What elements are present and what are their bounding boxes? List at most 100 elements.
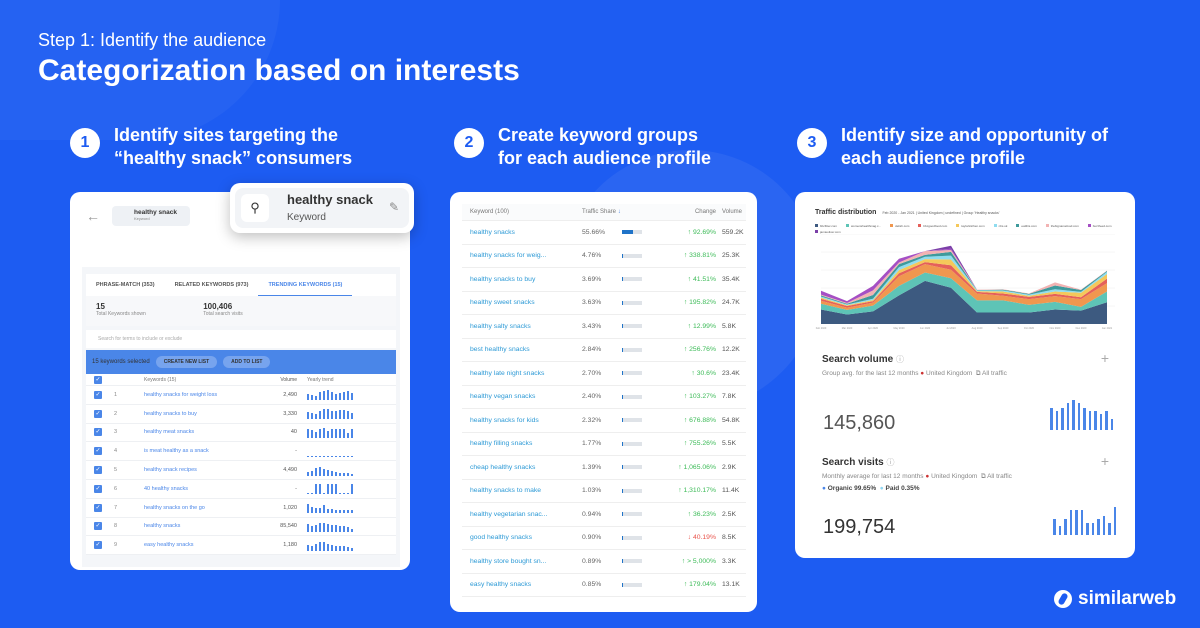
- search-visits-title: Search visits ⓘ: [822, 457, 895, 468]
- keyword-link[interactable]: good healthy snacks: [470, 534, 532, 542]
- channel-split: ● Organic 99.65% ● Paid 0.35%: [822, 485, 1112, 492]
- row-checkbox[interactable]: ✓: [94, 503, 102, 512]
- keyword-link[interactable]: healthy snack recipes: [144, 467, 197, 474]
- back-arrow-icon[interactable]: ←: [86, 208, 100, 224]
- legend-swatch: [993, 224, 997, 227]
- legend-swatch: [1087, 224, 1091, 227]
- traffic-share-bar: [622, 465, 642, 470]
- keyword-link[interactable]: easy healthy snacks: [144, 542, 194, 549]
- keyword-link[interactable]: healthy snacks for weig...: [470, 252, 547, 260]
- stat-label: Total Keywords shown: [96, 311, 146, 317]
- legend-label: buzzfeed.com: [1092, 224, 1112, 228]
- x-tick-label: Nov 2020: [1050, 327, 1061, 330]
- chart-legend: bbcfitter.com womenshealthmag.c... delish.…: [815, 224, 1115, 234]
- keyword-link[interactable]: healthy vegan snacks: [470, 393, 536, 401]
- keyword-link[interactable]: healthy snacks to buy: [144, 410, 197, 417]
- x-tick-label: Sep 2020: [998, 327, 1009, 330]
- column-change[interactable]: Change: [694, 209, 716, 215]
- keyword-link[interactable]: is meat healthy as a snack: [144, 448, 209, 455]
- row-checkbox[interactable]: ✓: [94, 390, 102, 399]
- keyword-link[interactable]: healthy vegetarian snac...: [470, 510, 548, 518]
- info-icon[interactable]: ⓘ: [895, 355, 904, 364]
- row-checkbox[interactable]: ✓: [94, 466, 102, 475]
- column-volume[interactable]: Volume: [722, 209, 743, 215]
- keyword-link[interactable]: healthy snacks on the go: [144, 504, 205, 511]
- keyword-link[interactable]: healthy snacks to buy: [470, 275, 536, 283]
- legend-item[interactable]: womenshealthmag.c...: [846, 224, 881, 228]
- trend-bar: [327, 455, 329, 457]
- legend-item[interactable]: buzzfeed.com: [1087, 224, 1112, 228]
- volume: 3.3K: [722, 557, 736, 565]
- keyword-link[interactable]: healthy late night snacks: [470, 369, 545, 377]
- spark-bar: [1088, 410, 1091, 430]
- row-checkbox[interactable]: ✓: [94, 541, 102, 550]
- row-checkbox[interactable]: ✓: [94, 428, 102, 437]
- trend-bar: [327, 523, 329, 532]
- column-traffic-share[interactable]: Traffic Share ↓: [582, 209, 652, 215]
- legend-item[interactable]: bbcfitter.com: [815, 224, 837, 228]
- row-number: 6: [114, 485, 118, 492]
- x-tick-label: Aug 2020: [972, 327, 983, 330]
- spark-bar: [1050, 408, 1053, 430]
- trend-bar: [311, 470, 313, 476]
- trend-bar: [339, 393, 341, 401]
- add-icon[interactable]: +: [1100, 350, 1109, 366]
- trend-bar: [323, 455, 325, 457]
- legend-item[interactable]: taylorkitchen.com: [956, 224, 985, 228]
- spark-bar: [1072, 400, 1075, 430]
- legend-item[interactable]: delish.com: [890, 224, 909, 228]
- keyword-link[interactable]: healthy snacks: [470, 228, 515, 236]
- row-checkbox[interactable]: ✓: [94, 447, 102, 456]
- tab-trending-keywords[interactable]: TRENDING KEYWORDS (15): [258, 274, 353, 296]
- keyword-link[interactable]: easy healthy snacks: [470, 581, 532, 589]
- row-checkbox[interactable]: ✓: [94, 522, 102, 531]
- keyword-link[interactable]: healthy snacks for weight loss: [144, 391, 218, 398]
- search-visits-subtitle: Monthly average for last 12 months ● Uni…: [822, 473, 1112, 481]
- keyword-link[interactable]: 40 healthy snacks: [144, 485, 189, 492]
- x-tick-label: Dec 2020: [1076, 327, 1087, 330]
- keyword-link[interactable]: healthy salty snacks: [470, 322, 531, 330]
- create-new-list-button[interactable]: CREATE NEW LIST: [155, 356, 218, 368]
- keyword-link[interactable]: healthy snacks to make: [470, 487, 542, 495]
- legend-item[interactable]: bbcgoodfood.com: [918, 224, 947, 228]
- keyword-search-box[interactable]: ⚲ healthy snack Keyword ✎: [230, 183, 414, 233]
- keyword-link[interactable]: best healthy snacks: [470, 346, 530, 354]
- tab-phrase-match[interactable]: PHRASE-MATCH (353): [96, 282, 155, 288]
- edit-pencil-icon[interactable]: ✎: [388, 200, 399, 214]
- legend-item[interactable]: jamieoliver.com: [815, 230, 841, 234]
- tab-related-keywords[interactable]: RELATED KEYWORDS (973): [174, 282, 249, 288]
- traffic-share-bar: [622, 582, 642, 587]
- info-icon[interactable]: ⓘ: [886, 458, 895, 467]
- trend-bar: [323, 409, 325, 420]
- arrow-up-icon: ↑: [678, 463, 684, 471]
- legend-item[interactable]: eatthis.com: [1016, 224, 1037, 228]
- volume: 7.8K: [722, 393, 736, 401]
- trend-bar: [339, 510, 341, 514]
- title-text: Search volume: [822, 354, 894, 365]
- add-to-list-button[interactable]: ADD TO LIST: [223, 356, 271, 368]
- row-checkbox[interactable]: ✓: [94, 484, 102, 493]
- keyword-link[interactable]: healthy store bought sn...: [470, 557, 547, 565]
- legend-item[interactable]: thebignamefood.com: [1045, 224, 1079, 228]
- volume: 40: [290, 429, 297, 436]
- legend-swatch: [1045, 224, 1049, 227]
- legend-item[interactable]: nhs.uk: [993, 224, 1007, 228]
- keyword-link[interactable]: healthy snacks: [144, 523, 181, 530]
- arrow-up-icon: ↑: [687, 510, 693, 518]
- logo-mark-icon: [1054, 590, 1072, 608]
- trend-bar: [307, 544, 309, 551]
- add-icon[interactable]: +: [1100, 453, 1109, 469]
- change: ↑ 36.23%: [652, 511, 716, 518]
- filter-search-input[interactable]: Search for terms to include or exclude: [86, 330, 396, 348]
- keyword-link[interactable]: healthy meat snacks: [144, 429, 195, 436]
- trend-bar: [351, 473, 353, 476]
- keyword-link[interactable]: cheap healthy snacks: [470, 463, 536, 471]
- keyword-link[interactable]: healthy snacks for kids: [470, 416, 539, 424]
- select-all-checkbox[interactable]: ✓: [94, 375, 102, 384]
- keyword-link[interactable]: healthy sweet snacks: [470, 299, 535, 307]
- column-keyword[interactable]: Keyword (100): [470, 209, 510, 215]
- mini-search-chip[interactable]: healthy snack Keyword: [112, 206, 190, 226]
- row-checkbox[interactable]: ✓: [94, 409, 102, 418]
- keyword-link[interactable]: healthy filling snacks: [470, 440, 533, 448]
- trend-bar: [351, 393, 353, 401]
